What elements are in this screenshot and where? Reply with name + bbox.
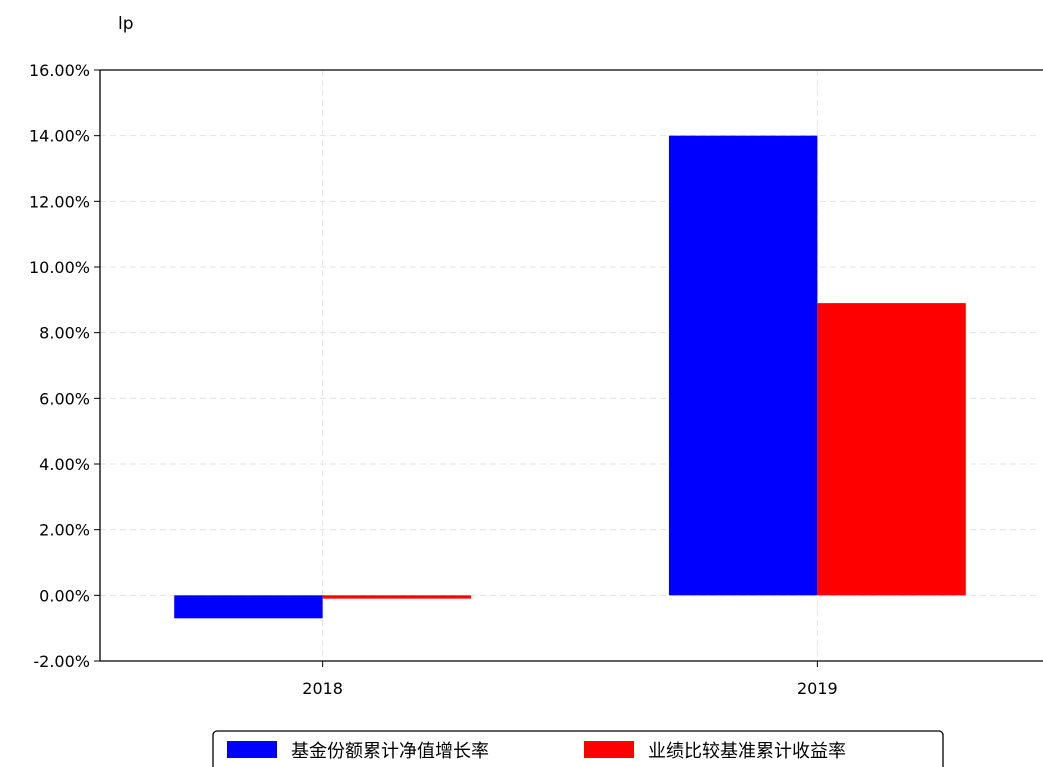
legend-box [212,730,944,767]
y-tick-label-9: 16.00% [29,61,90,80]
legend-label-0: 基金份额累计净值增长率 [291,741,489,762]
y-tick-label-3: 4.00% [39,455,90,474]
bar-2018-series-0 [174,595,323,619]
y-tick-label-1: 0.00% [39,586,90,605]
x-tick-label-1: 2019 [797,679,838,698]
y-tick-label-8: 14.00% [29,127,90,146]
y-tick-label-4: 6.00% [39,389,90,408]
axes [99,69,1043,662]
y-tick-label-2: 2.00% [39,521,90,540]
bar-2019-series-0 [668,135,818,596]
corner-label: lp [118,14,134,34]
y-tick-label-0: -2.00% [33,652,90,671]
y-tick-label-7: 12.00% [29,192,90,211]
x-axis-ticks: 2018 2019 [302,661,838,698]
y-tick-label-6: 10.00% [29,258,90,277]
legend-swatch-1 [584,741,634,758]
x-tick-label-0: 2018 [302,679,343,698]
y-axis-ticks: -2.00% 0.00% 2.00% 4.00% 6.00% 8.00% 10.00% 12.… [29,61,100,671]
legend: 基金份额累计净值增长率 业绩比较基准累计收益率 [212,730,944,767]
legend-label-1: 业绩比较基准累计收益率 [648,741,846,762]
y-tick-label-5: 8.00% [39,324,90,343]
bar-2018-series-1 [322,595,472,599]
bars [174,135,966,619]
bar-2019-series-1 [817,303,966,596]
legend-swatch-0 [227,741,277,758]
